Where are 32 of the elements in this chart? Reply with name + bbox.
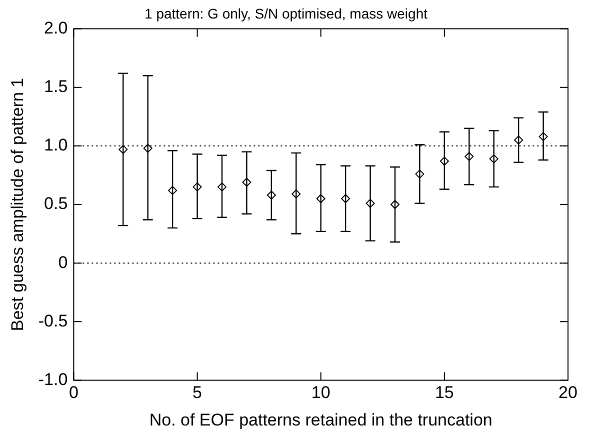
y-axis-title: Best guess amplitude of pattern 1 bbox=[8, 78, 27, 332]
x-tick-label: 20 bbox=[558, 383, 578, 402]
point bbox=[440, 156, 449, 166]
point bbox=[415, 170, 424, 179]
y-tick-label: 0.5 bbox=[44, 194, 68, 214]
point bbox=[266, 190, 276, 200]
y-tick-label: 0 bbox=[58, 252, 68, 272]
point bbox=[192, 182, 202, 192]
x-tick-label: 5 bbox=[192, 383, 202, 402]
point bbox=[489, 154, 498, 164]
point bbox=[292, 189, 301, 198]
y-tick-label: 2.0 bbox=[44, 18, 68, 38]
x-tick-label: 10 bbox=[311, 383, 330, 402]
x-tick-label: 15 bbox=[434, 383, 454, 402]
y-tick-label: -0.5 bbox=[38, 311, 68, 330]
y-tick-label: -1.0 bbox=[38, 370, 68, 389]
x-axis-title: No. of EOF patterns retained in the truncation bbox=[149, 410, 492, 430]
point bbox=[538, 132, 548, 142]
y-tick-label: 1.5 bbox=[44, 77, 68, 96]
point bbox=[514, 136, 524, 145]
point bbox=[242, 178, 252, 187]
y-tick-label: 1.0 bbox=[44, 136, 68, 155]
point bbox=[341, 194, 350, 204]
point bbox=[316, 194, 326, 204]
point bbox=[217, 182, 226, 192]
point bbox=[464, 152, 474, 161]
point bbox=[143, 144, 152, 153]
point bbox=[366, 198, 375, 208]
chart-title: 1 pattern: G only, S/N optimised, mass weight bbox=[144, 5, 428, 22]
point bbox=[390, 200, 400, 209]
point bbox=[168, 186, 178, 195]
point bbox=[118, 144, 128, 154]
